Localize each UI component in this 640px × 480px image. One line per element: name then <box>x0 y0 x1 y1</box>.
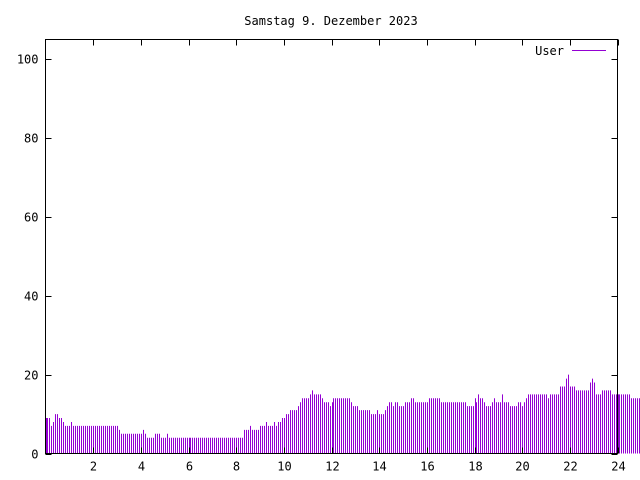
y-tick-label: 0 <box>31 448 38 462</box>
x-tick-label: 24 <box>611 460 625 474</box>
bars-layer <box>46 374 640 454</box>
legend: User <box>535 44 606 58</box>
x-tick-label: 14 <box>372 460 386 474</box>
x-tick-label: 2 <box>90 460 97 474</box>
x-tick-label: 22 <box>563 460 577 474</box>
x-tick-label: 8 <box>233 460 240 474</box>
x-tick-label: 4 <box>138 460 145 474</box>
x-tick-label: 12 <box>325 460 339 474</box>
x-tick-label: 18 <box>468 460 482 474</box>
x-tick-label: 16 <box>420 460 434 474</box>
x-tick-label: 20 <box>515 460 529 474</box>
x-tick-label: 6 <box>186 460 193 474</box>
plot-frame <box>45 39 618 454</box>
legend-label: User <box>535 44 564 58</box>
y-tick-label: 80 <box>24 132 38 146</box>
chart-title: Samstag 9. Dezember 2023 <box>244 14 417 28</box>
y-tick-label: 100 <box>17 53 39 67</box>
y-tick-label: 40 <box>24 290 38 304</box>
y-tick-label: 60 <box>24 211 38 225</box>
x-tick-label: 10 <box>277 460 291 474</box>
y-tick-label: 20 <box>24 369 38 383</box>
